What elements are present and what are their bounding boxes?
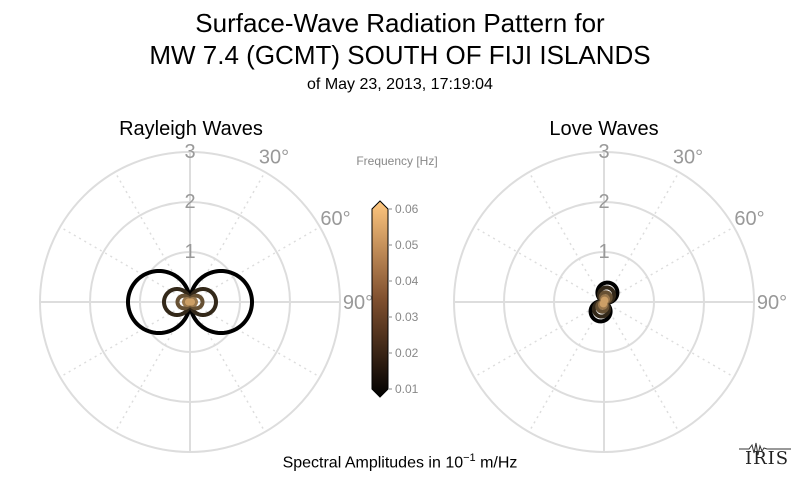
chart-title-line2: MW 7.4 (GCMT) SOUTH OF FIJI ISLANDS bbox=[149, 40, 651, 70]
rayleigh-angle-tick-label: 30° bbox=[259, 147, 289, 169]
rayleigh-pattern-curve bbox=[185, 298, 195, 306]
love-grid-spoke bbox=[603, 301, 735, 378]
rayleigh-grid-spoke bbox=[59, 226, 191, 303]
rayleigh-grid-spoke bbox=[114, 301, 191, 433]
frequency-colorbar: Frequency [Hz] 0.06 0.05 0.04 0.03 0.02 0.01 bbox=[356, 154, 438, 398]
rayleigh-radial-tick-label: 3 bbox=[184, 141, 195, 163]
love-grid-spoke bbox=[528, 171, 605, 303]
rayleigh-grid-spoke bbox=[189, 301, 321, 378]
rayleigh-radial-tick-label: 1 bbox=[184, 241, 195, 263]
love-panel-title: Love Waves bbox=[549, 118, 659, 140]
chart-subtitle: of May 23, 2013, 17:19:04 bbox=[307, 76, 493, 93]
rayleigh-grid-spoke bbox=[59, 301, 191, 378]
love-grid-spoke bbox=[603, 301, 680, 433]
love-grid-spoke bbox=[603, 226, 735, 303]
love-grid-spoke bbox=[473, 301, 605, 378]
chart-title-line1: Surface-Wave Radiation Pattern for bbox=[195, 8, 605, 38]
x-axis-label-prefix: Spectral Amplitudes in 10 bbox=[282, 454, 464, 472]
colorbar-label: Frequency [Hz] bbox=[356, 154, 437, 168]
x-axis-label: Spectral Amplitudes in 10−1 m/Hz bbox=[0, 452, 800, 472]
love-pattern-curve bbox=[599, 296, 609, 308]
love-angle-tick-label: 90° bbox=[757, 292, 787, 314]
rayleigh-panel-title: Rayleigh Waves bbox=[119, 118, 263, 140]
colorbar-tick-label: 0.06 bbox=[395, 202, 419, 216]
colorbar-tick-label: 0.01 bbox=[395, 382, 419, 396]
colorbar-tick-label: 0.03 bbox=[395, 310, 419, 324]
love-radial-tick-label: 2 bbox=[598, 191, 609, 213]
love-polar-plot: 1 2 3 30° 60° 90° bbox=[453, 141, 787, 453]
rayleigh-grid-spoke bbox=[189, 171, 266, 303]
love-grid-spoke bbox=[603, 171, 680, 303]
colorbar-tick-label: 0.02 bbox=[395, 346, 419, 360]
rayleigh-grid-spoke bbox=[189, 301, 266, 433]
colorbar-tick-label: 0.04 bbox=[395, 274, 419, 288]
love-grid-spoke bbox=[473, 226, 605, 303]
love-radial-tick-label: 1 bbox=[598, 241, 609, 263]
x-axis-label-suffix: m/Hz bbox=[475, 454, 518, 472]
rayleigh-grid-spoke bbox=[189, 226, 321, 303]
iris-logo: IRIS bbox=[739, 442, 791, 469]
love-angle-tick-label: 30° bbox=[673, 147, 703, 169]
rayleigh-angle-tick-label: 90° bbox=[343, 292, 373, 314]
iris-logo-text: IRIS bbox=[745, 448, 790, 469]
colorbar-tick-label: 0.05 bbox=[395, 238, 419, 252]
x-axis-label-exponent: −1 bbox=[463, 452, 476, 464]
colorbar-gradient bbox=[371, 200, 389, 398]
love-radial-tick-label: 3 bbox=[598, 141, 609, 163]
seismogram-icon bbox=[739, 442, 791, 456]
rayleigh-radial-tick-label: 2 bbox=[184, 191, 195, 213]
rayleigh-polar-plot: 1 2 3 30° 60° 90° bbox=[39, 141, 373, 453]
love-angle-tick-label: 60° bbox=[734, 208, 764, 230]
rayleigh-angle-tick-label: 60° bbox=[320, 208, 350, 230]
love-grid-spoke bbox=[528, 301, 605, 433]
rayleigh-grid-spoke bbox=[114, 171, 191, 303]
